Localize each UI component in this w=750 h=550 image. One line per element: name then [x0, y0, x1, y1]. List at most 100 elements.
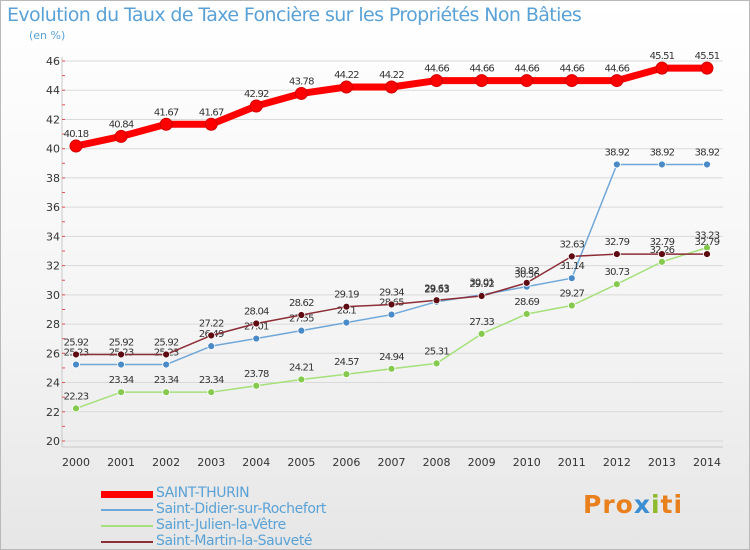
- data-point: [567, 301, 576, 310]
- x-tick-label: 2013: [648, 456, 676, 469]
- data-point: [117, 350, 125, 359]
- data-label: 31.14: [559, 261, 584, 272]
- data-point: [207, 388, 216, 397]
- data-point: [610, 74, 624, 88]
- data-label: 44.66: [605, 64, 630, 75]
- data-point: [658, 257, 666, 266]
- data-label: 29.53: [424, 285, 449, 296]
- data-point: [432, 296, 441, 305]
- data-point: [297, 375, 306, 384]
- data-label: 28.62: [289, 298, 314, 309]
- data-label: 32.79: [605, 237, 630, 248]
- data-label: 43.78: [289, 76, 314, 87]
- y-tick-label: 34: [46, 230, 60, 243]
- chart-title: Evolution du Taux de Taxe Foncière sur l…: [7, 4, 582, 26]
- data-label: 41.67: [154, 107, 179, 118]
- data-point: [612, 280, 621, 289]
- data-label: 44.22: [379, 70, 404, 81]
- x-tick-label: 2003: [197, 456, 225, 469]
- y-tick-label: 32: [46, 260, 60, 273]
- data-label: 28.69: [514, 297, 539, 308]
- data-label: 23.78: [244, 369, 269, 380]
- data-point: [294, 86, 308, 100]
- data-label: 29.19: [334, 290, 359, 301]
- data-label: 38.92: [605, 147, 630, 158]
- x-tick-label: 2005: [287, 456, 315, 469]
- data-label: 32.79: [650, 237, 675, 248]
- data-label: 40.18: [64, 129, 89, 140]
- data-point: [342, 318, 351, 327]
- data-point: [204, 117, 218, 131]
- data-label: 28.04: [244, 306, 269, 317]
- x-tick-label: 2004: [242, 456, 270, 469]
- data-point: [249, 99, 263, 113]
- data-label: 30.82: [514, 266, 539, 277]
- data-point: [162, 360, 171, 369]
- data-label: 45.51: [695, 51, 720, 62]
- legend-swatch: [101, 525, 153, 527]
- data-point: [655, 61, 669, 75]
- legend-swatch: [101, 491, 153, 498]
- data-label: 42.92: [244, 89, 269, 100]
- data-label: 25.92: [64, 337, 89, 348]
- data-point: [207, 331, 216, 340]
- data-point: [612, 160, 621, 169]
- data-point: [700, 61, 714, 75]
- legend-label: Saint-Martin-la-Sauveté: [156, 533, 313, 549]
- data-label: 38.92: [695, 147, 720, 158]
- data-label: 23.34: [154, 375, 179, 386]
- data-point: [159, 117, 173, 131]
- data-label: 22.23: [64, 391, 89, 402]
- data-label: 30.73: [605, 267, 630, 278]
- legend-swatch: [101, 509, 153, 511]
- data-point: [297, 311, 306, 319]
- data-label: 28.1: [337, 306, 357, 317]
- data-point: [114, 129, 128, 143]
- data-point: [475, 74, 489, 88]
- y-tick-label: 20: [46, 435, 60, 448]
- data-label: 25.31: [424, 346, 449, 357]
- data-point: [252, 334, 261, 343]
- data-point: [432, 359, 441, 368]
- data-point: [252, 319, 261, 328]
- data-point: [658, 160, 666, 169]
- data-point: [385, 80, 398, 94]
- legend-swatch: [101, 541, 153, 543]
- legend-label: SAINT-THURIN: [156, 485, 250, 501]
- legend-label: Saint-Julien-la-Vêtre: [156, 517, 286, 533]
- data-label: 32.63: [559, 239, 584, 250]
- y-tick-label: 38: [46, 172, 60, 185]
- data-label: 32.79: [695, 237, 720, 248]
- data-point: [387, 310, 396, 319]
- data-point: [339, 80, 353, 94]
- data-label: 23.34: [109, 375, 134, 386]
- data-point: [477, 292, 486, 300]
- data-label: 29.34: [379, 287, 404, 298]
- data-point: [612, 250, 621, 258]
- legend-label: Saint-Didier-sur-Rochefort: [156, 501, 327, 517]
- data-point: [252, 381, 261, 390]
- y-tick-label: 42: [46, 113, 60, 126]
- x-tick-label: 2010: [513, 456, 541, 469]
- data-point: [387, 364, 396, 373]
- data-point: [342, 302, 351, 311]
- data-label: 27.55: [289, 314, 314, 325]
- data-label: 33.23: [695, 231, 720, 242]
- y-tick-label: 36: [46, 201, 60, 214]
- data-point: [567, 252, 576, 261]
- y-tick-label: 26: [46, 347, 60, 360]
- chart-unit-label: (en %): [29, 29, 66, 42]
- data-point: [658, 250, 666, 258]
- data-label: 38.92: [650, 147, 675, 158]
- x-tick-label: 2014: [693, 456, 721, 469]
- data-point: [477, 329, 486, 338]
- data-label: 45.51: [650, 51, 675, 62]
- data-point: [297, 326, 306, 335]
- x-tick-label: 2000: [62, 456, 90, 469]
- x-tick-label: 2012: [603, 456, 631, 469]
- x-tick-label: 2009: [468, 456, 496, 469]
- data-point: [72, 404, 80, 413]
- data-point: [69, 139, 83, 153]
- series-line: [75, 163, 708, 366]
- data-label: 40.84: [109, 119, 134, 130]
